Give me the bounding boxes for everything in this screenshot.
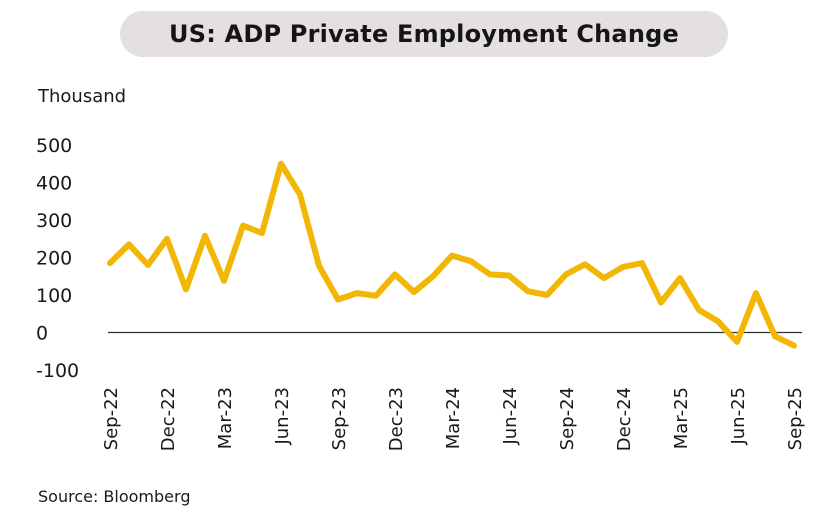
x-tick-label: Mar-25 xyxy=(671,387,692,449)
x-tick-label: Mar-23 xyxy=(215,387,236,449)
x-tick-label: Mar-24 xyxy=(443,387,464,449)
series-line xyxy=(107,160,797,349)
y-tick-label: 0 xyxy=(36,323,48,345)
x-tick-label: Dec-22 xyxy=(158,387,179,451)
x-tick-label: Jun-23 xyxy=(272,387,293,446)
chart-title: US: ADP Private Employment Change xyxy=(169,20,679,48)
y-tick-label: 100 xyxy=(36,285,72,307)
x-tick-label: Jun-25 xyxy=(728,387,749,446)
y-tick-label: -100 xyxy=(36,360,79,382)
y-tick-label: 300 xyxy=(36,210,72,232)
y-tick-label: 200 xyxy=(36,248,72,270)
x-tick-label: Sep-22 xyxy=(101,387,122,450)
y-tick-label: 500 xyxy=(36,135,72,157)
x-tick-label: Sep-24 xyxy=(557,387,578,450)
x-tick-label: Sep-23 xyxy=(329,387,350,450)
chart-title-pill: US: ADP Private Employment Change xyxy=(120,11,728,57)
y-axis-unit-label: Thousand xyxy=(38,86,127,107)
chart-plot-area: 500 400 300 200 100 0 -100 Sep-22 Dec-22 Mar-23 Ju… xyxy=(36,135,806,451)
x-tick-label: Dec-24 xyxy=(614,387,635,451)
x-tick-label: Jun-24 xyxy=(500,387,521,446)
x-tick-label: Dec-23 xyxy=(386,387,407,451)
x-tick-label: Sep-25 xyxy=(785,387,806,450)
y-tick-label: 400 xyxy=(36,173,72,195)
source-note: Source: Bloomberg xyxy=(38,487,191,506)
